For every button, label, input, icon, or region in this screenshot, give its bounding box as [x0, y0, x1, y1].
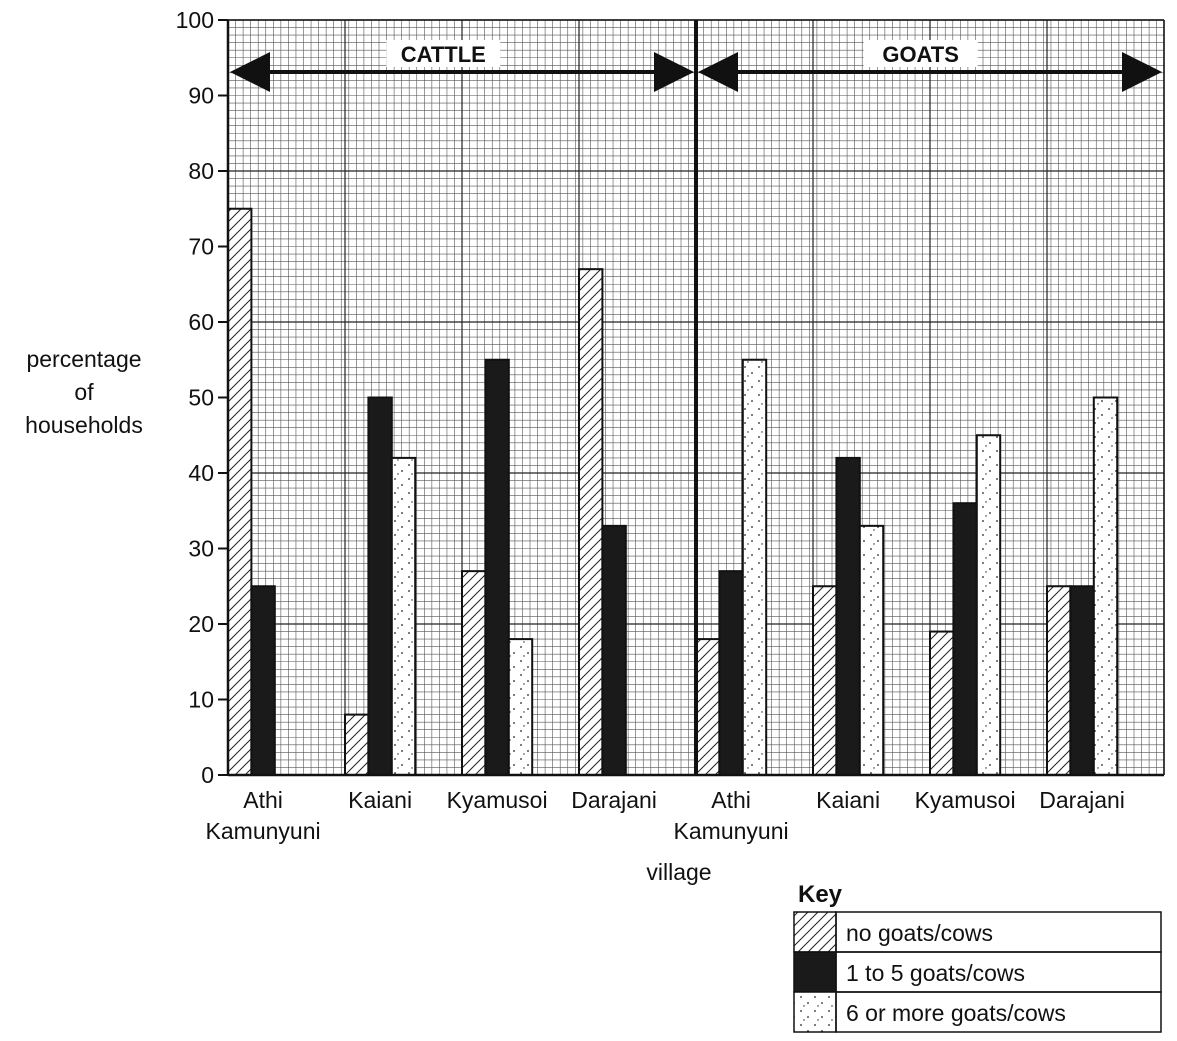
- bar-goats-0-1: [718, 570, 744, 777]
- legend-label-1: 1 to 5 goats/cows: [846, 960, 1025, 986]
- y-tick-label: 10: [188, 687, 214, 713]
- x-tick-label: Darajani: [571, 787, 657, 813]
- bar-cattle-2-0: [461, 570, 487, 777]
- bar-goats-0-2: [741, 358, 768, 776]
- y-tick-label: 0: [201, 762, 214, 788]
- legend-swatch-0: [793, 911, 837, 953]
- bar-goats-1-2: [858, 524, 885, 776]
- legend-label-2: 6 or more goats/cows: [846, 1000, 1066, 1026]
- y-tick-label: 100: [176, 7, 214, 33]
- legend-label-0: no goats/cows: [846, 920, 993, 946]
- group-label-goats: GOATS: [882, 42, 959, 67]
- bar-cattle-2-1: [484, 358, 510, 776]
- y-tick-label: 70: [188, 234, 214, 260]
- bar-cattle-0-0: [227, 207, 253, 776]
- x-tick-label: Athi: [243, 787, 283, 813]
- x-axis-label: village: [646, 859, 711, 885]
- x-tick-label: Kyamusoi: [447, 787, 548, 813]
- bars: [227, 207, 1119, 777]
- bar-goats-3-1: [1069, 585, 1095, 776]
- group-label-cattle: CATTLE: [401, 42, 486, 67]
- x-tick-label: Athi: [711, 787, 751, 813]
- group-label-bg: [386, 40, 501, 67]
- y-tick-label: 60: [188, 309, 214, 335]
- y-tick-label: 20: [188, 611, 214, 637]
- x-tick-label: Kamunyuni: [674, 818, 789, 844]
- bar-cattle-2-2: [507, 638, 534, 776]
- bar-cattle-1-2: [390, 456, 417, 776]
- axes: [218, 19, 1165, 777]
- y-axis-label: percentage: [26, 346, 141, 372]
- x-tick-label: Kamunyuni: [206, 818, 321, 844]
- y-axis-label: of: [74, 379, 94, 405]
- bar-cattle-3-1: [601, 524, 627, 776]
- bar-cattle-0-1: [250, 585, 276, 776]
- bar-goats-3-2: [1092, 396, 1119, 776]
- y-tick-label: 50: [188, 385, 214, 411]
- bar-goats-0-0: [695, 638, 721, 776]
- bar-cattle-1-1: [367, 396, 393, 776]
- bar-goats-2-1: [952, 502, 978, 776]
- bar-goats-1-1: [835, 456, 861, 776]
- group-label-bg: [863, 40, 978, 67]
- legend-swatch-2: [793, 991, 837, 1033]
- bar-goats-3-0: [1046, 585, 1072, 776]
- legend-row-2: [835, 991, 1162, 1033]
- y-axis-label: households: [25, 412, 143, 438]
- bar-goats-2-0: [929, 630, 955, 776]
- bar-cattle-1-0: [344, 713, 370, 776]
- bar-goats-1-0: [812, 585, 838, 776]
- bar-goats-2-2: [975, 434, 1002, 776]
- legend-swatch-1: [793, 951, 837, 993]
- y-tick-label: 80: [188, 158, 214, 184]
- y-tick-label: 90: [188, 83, 214, 109]
- bar-cattle-3-0: [578, 268, 604, 776]
- labels: 0 10 20 30 40 50 60 70 80 90 100 percentage of househ…: [25, 7, 1125, 885]
- x-tick-label: Kaiani: [816, 787, 880, 813]
- y-tick-label: 30: [188, 536, 214, 562]
- x-tick-label: Kyamusoi: [915, 787, 1016, 813]
- x-tick-label: Kaiani: [348, 787, 412, 813]
- legend-title: Key: [798, 881, 843, 908]
- x-tick-label: Darajani: [1039, 787, 1125, 813]
- y-tick-label: 40: [188, 460, 214, 486]
